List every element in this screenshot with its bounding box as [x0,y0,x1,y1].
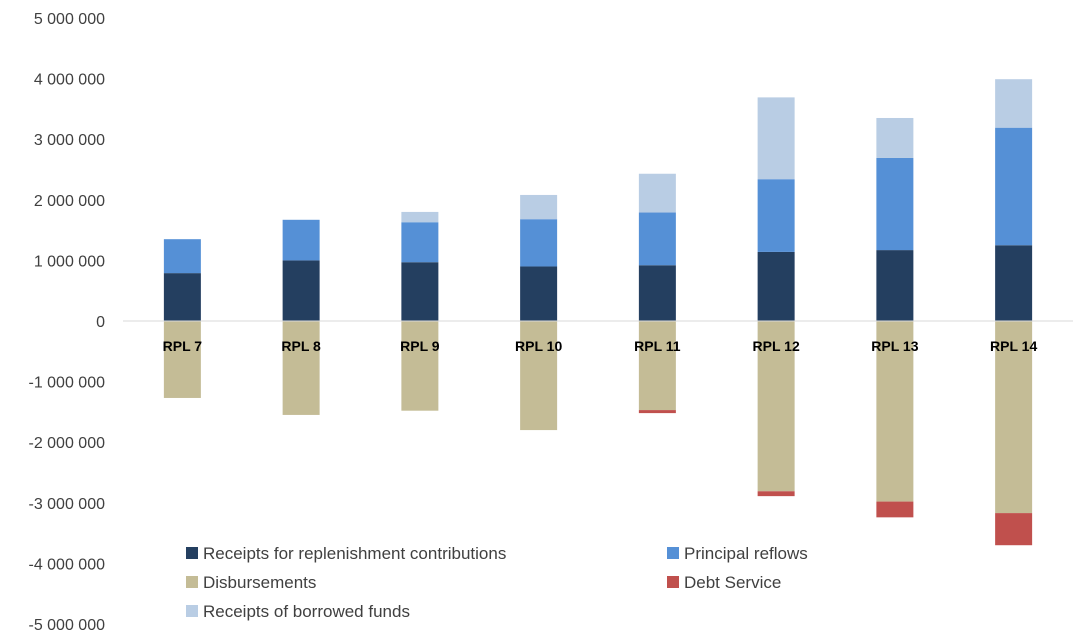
y-tick-label: 3 000 000 [34,132,105,149]
legend-label: Disbursements [203,573,316,592]
bar-segment [520,266,558,321]
legend: Receipts for replenishment contributions… [186,544,808,621]
category-label: RPL 8 [281,338,321,354]
y-tick-label: 2 000 000 [34,193,105,210]
bar-segment [401,211,439,223]
legend-label: Receipts for replenishment contributions [203,544,506,563]
legend-item: Disbursements [186,573,316,592]
bar-segment [401,222,439,263]
bar-segment [757,179,795,252]
bars [163,79,1033,546]
y-tick-label: 0 [96,314,105,331]
bar-segment [876,321,914,502]
legend-swatch [186,547,198,559]
legend-label: Debt Service [684,573,781,592]
category-label: RPL 12 [753,338,800,354]
bar-segment [163,321,201,398]
bar-segment [995,513,1033,546]
legend-item: Debt Service [667,573,781,592]
bar-segment [995,127,1033,246]
bar-segment [995,79,1033,128]
x-axis: RPL 7 RPL 8 RPL 9 RPL 10 RPL 11 RPL 12 RPL 13 R… [123,320,1073,354]
bar-segment [282,260,320,321]
bar-segment [163,239,201,274]
bar-segment [163,273,201,321]
legend-item: Receipts of borrowed funds [186,602,410,621]
category-label: RPL 9 [400,338,440,354]
bar-segment [638,265,676,321]
y-tick-label: 4 000 000 [34,72,105,89]
bar-segment [876,117,914,158]
legend-item: Receipts for replenishment contributions [186,544,506,563]
bar-segment [876,501,914,518]
bar-segment [638,173,676,213]
category-label: RPL 7 [163,338,203,354]
bar-segment [995,245,1033,321]
y-tick-label: -5 000 000 [28,617,105,634]
legend-swatch [186,576,198,588]
bar-segment [757,97,795,180]
bar-segment [282,219,320,261]
legend-swatch [186,605,198,617]
bar-segment [401,321,439,411]
legend-item: Principal reflows [667,544,808,563]
y-tick-label: -2 000 000 [28,435,105,452]
legend-label: Receipts of borrowed funds [203,602,410,621]
category-label: RPL 13 [871,338,918,354]
bar-segment [520,194,558,220]
y-tick-label: -4 000 000 [28,556,105,573]
bar-segment [638,321,676,411]
y-tick-label: 1 000 000 [34,253,105,270]
bar-segment [757,491,795,497]
category-label: RPL 14 [990,338,1037,354]
bar-segment [520,219,558,267]
legend-swatch [667,547,679,559]
bar-segment [757,251,795,321]
legend-swatch [667,576,679,588]
y-tick-label: -1 000 000 [28,375,105,392]
y-tick-label: 5 000 000 [34,11,105,28]
bar-segment [520,321,558,431]
legend-label: Principal reflows [684,544,808,563]
bar-segment [638,212,676,266]
category-label: RPL 10 [515,338,562,354]
bar-segment [876,157,914,251]
bar-segment [876,250,914,321]
y-tick-label: -3 000 000 [28,496,105,513]
y-axis: 5 000 000 4 000 000 3 000 000 2 000 000 1 00… [28,11,105,634]
bar-segment [638,410,676,414]
bar-segment [282,321,320,415]
category-label: RPL 11 [634,338,681,354]
bar-segment [757,321,795,492]
bar-segment [995,321,1033,514]
bar-segment [401,262,439,321]
